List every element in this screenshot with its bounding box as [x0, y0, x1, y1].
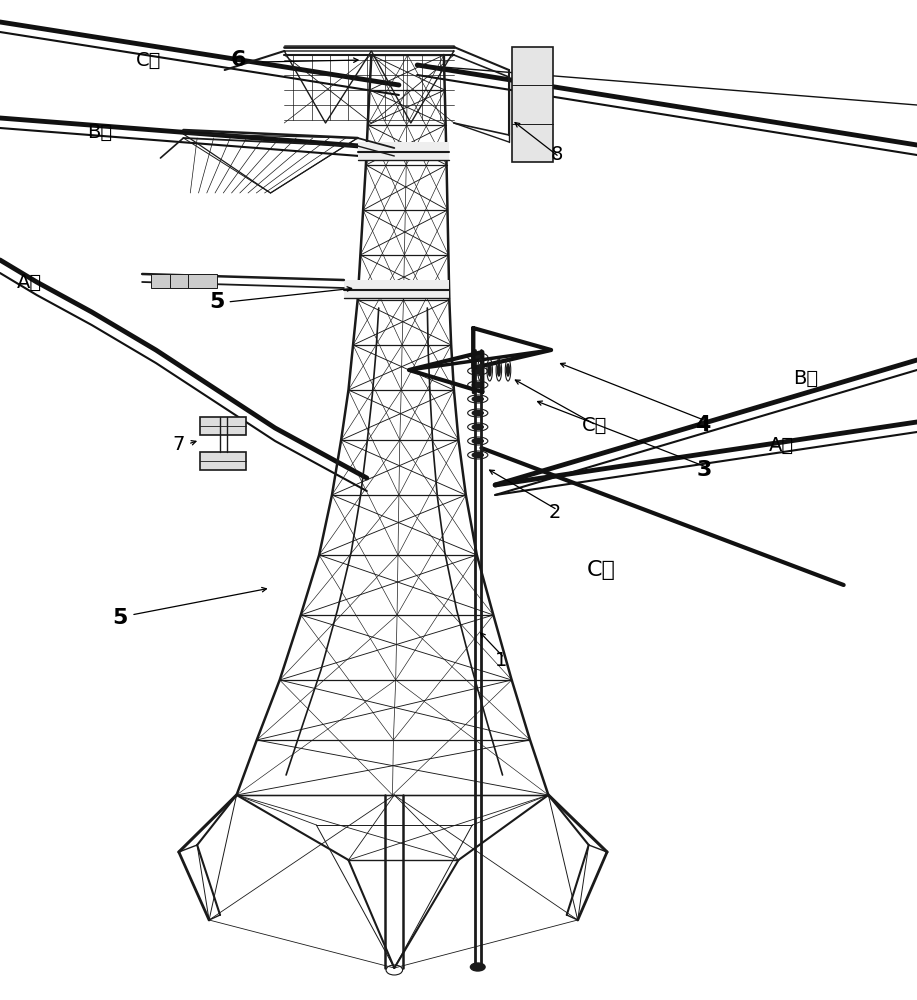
Ellipse shape	[506, 364, 510, 376]
Text: C相: C相	[582, 416, 608, 434]
Bar	[200, 452, 246, 470]
Text: 7: 7	[172, 436, 184, 454]
Text: 6: 6	[231, 50, 247, 70]
Text: A相: A相	[768, 436, 793, 454]
Ellipse shape	[470, 963, 485, 971]
Text: C相: C相	[136, 50, 161, 70]
Ellipse shape	[472, 382, 483, 387]
Text: B相: B相	[793, 368, 818, 387]
Ellipse shape	[472, 354, 483, 359]
Text: 5: 5	[209, 292, 225, 312]
Ellipse shape	[472, 452, 483, 458]
Text: 3: 3	[697, 460, 713, 480]
Ellipse shape	[472, 410, 483, 416]
Text: 5: 5	[112, 608, 127, 628]
Ellipse shape	[479, 364, 482, 376]
Ellipse shape	[472, 438, 483, 444]
Text: C相: C相	[587, 560, 615, 580]
Text: B相: B相	[87, 122, 112, 141]
Text: 8: 8	[550, 145, 562, 164]
Ellipse shape	[497, 364, 501, 376]
Text: 1: 1	[495, 650, 507, 670]
Bar	[151, 274, 181, 288]
Text: 2: 2	[548, 502, 560, 522]
Bar	[512, 47, 553, 162]
Bar	[358, 142, 449, 160]
Text: 4: 4	[695, 415, 711, 435]
Bar	[344, 280, 449, 298]
Bar	[200, 417, 246, 435]
Ellipse shape	[488, 364, 492, 376]
Text: A相: A相	[17, 272, 41, 292]
Ellipse shape	[472, 368, 483, 373]
Ellipse shape	[472, 424, 483, 429]
Bar	[188, 274, 217, 288]
Ellipse shape	[472, 396, 483, 401]
Bar	[170, 274, 199, 288]
